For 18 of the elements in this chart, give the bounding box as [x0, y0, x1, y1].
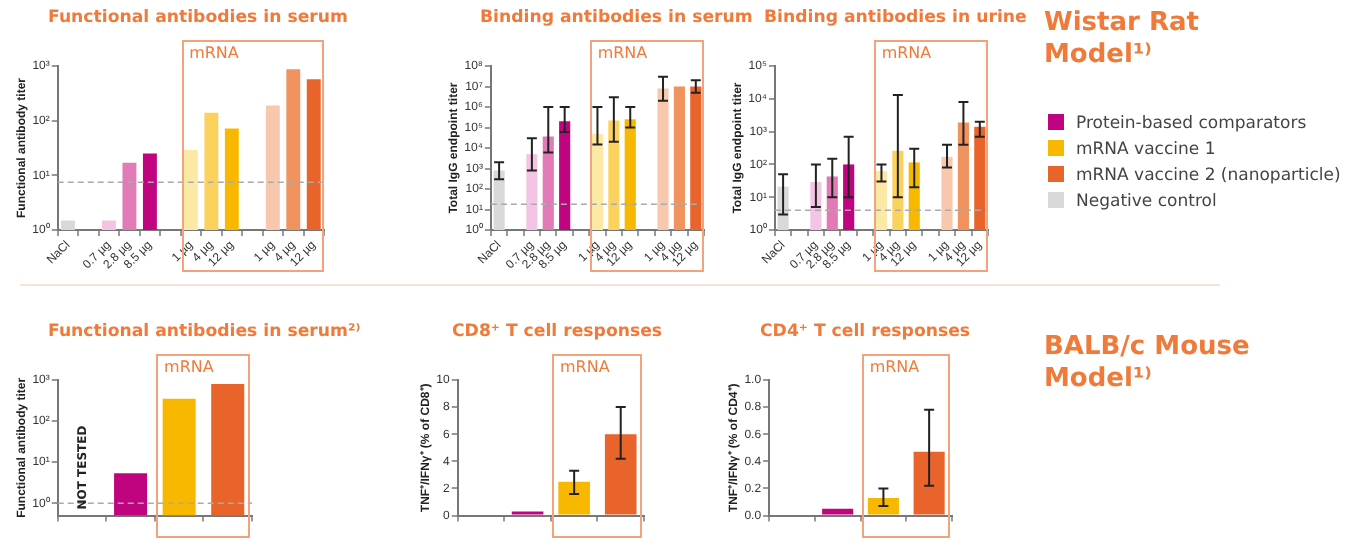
- legend-label: mRNA vaccine 2 (nanoparticle): [1076, 166, 1341, 186]
- chart-title: CD4⁺ T cell responses: [760, 322, 971, 342]
- chart-title: Binding antibodies in urine: [764, 8, 1027, 28]
- text: mRNA: [881, 44, 932, 62]
- chart-title: Functional antibodies in serum: [48, 8, 348, 28]
- text: Wistar Rat Model¹⁾: [1044, 8, 1201, 72]
- text: mRNA: [597, 44, 648, 62]
- outline-frame: mRNA: [156, 354, 251, 538]
- legend-label: Protein-based comparators: [1076, 114, 1307, 134]
- legend-label: Negative control: [1076, 192, 1217, 212]
- outline-frame: mRNA: [861, 354, 951, 538]
- outline-frame: mRNA: [552, 354, 643, 538]
- chart-title: Binding antibodies in serum: [480, 8, 753, 28]
- text: BALB/c Mouse Model¹⁾: [1044, 332, 1252, 396]
- legend-label: mRNA vaccine 1: [1076, 140, 1216, 160]
- chart-title: Functional antibodies in serum²⁾: [48, 322, 361, 342]
- text: mRNA: [189, 44, 239, 62]
- chart-title: CD8⁺ T cell responses: [452, 322, 663, 342]
